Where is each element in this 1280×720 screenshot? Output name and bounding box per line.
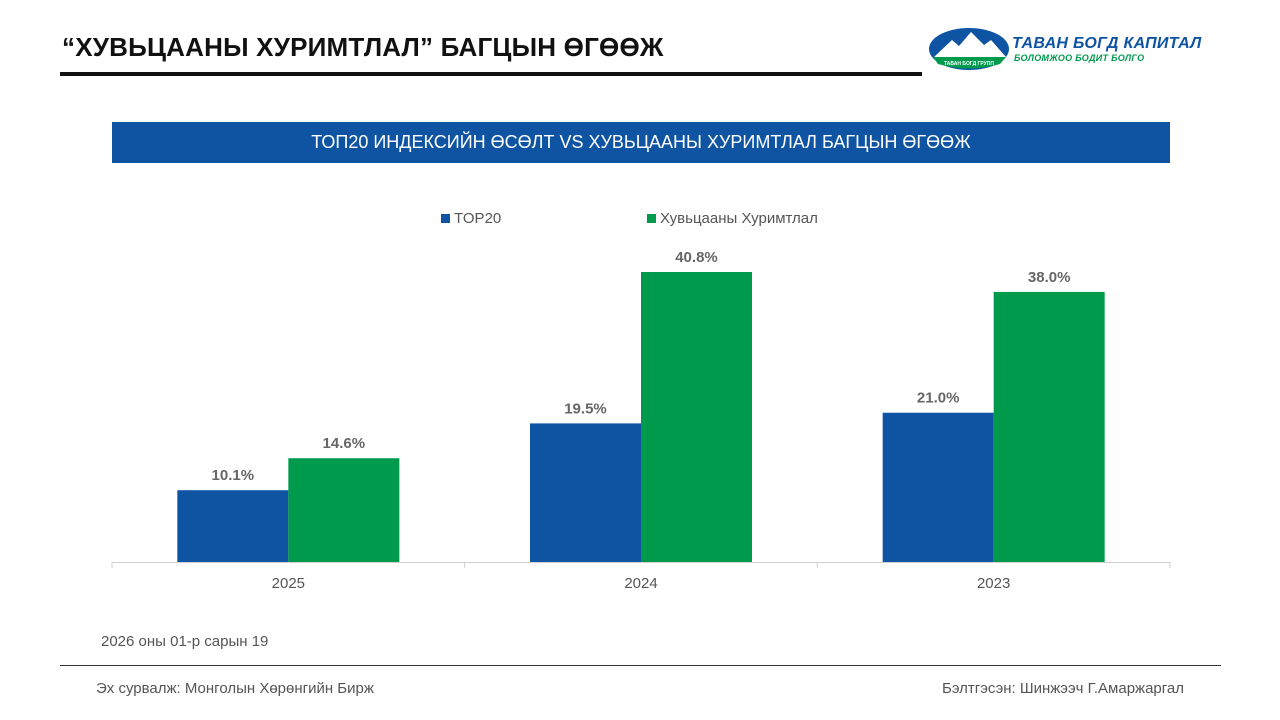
legend-item-top20: TOP20: [441, 210, 501, 227]
x-tick-label-2023: 2023: [977, 575, 1010, 592]
x-tick-label-2025: 2025: [272, 575, 305, 592]
bar-2024-portfolio: [641, 272, 752, 562]
report-date: 2026 оны 01-р сарын 19: [101, 633, 269, 650]
title-underline: [60, 72, 922, 76]
logo-tagline: БОЛОМЖОО БОДИТ БОЛГО: [1014, 53, 1145, 63]
page-title: “ХУВЬЦААНЫ ХУРИМТЛАЛ” БАГЦЫН ӨГӨӨЖ: [62, 32, 664, 62]
legend-swatch-top20: [441, 214, 450, 223]
data-label-2025-top20: 10.1%: [212, 467, 255, 484]
chart-title: ТОП20 ИНДЕКСИЙН ӨСӨЛТ VS ХУВЬЦААНЫ ХУРИМ…: [311, 132, 971, 152]
footer-divider: [60, 665, 1221, 666]
bar-chart: 10.1% 14.6% 2025 19.5% 40.8% 2024 21.0% 38.0% 20…: [111, 249, 1171, 592]
data-label-2025-portfolio: 14.6%: [323, 435, 366, 452]
bar-2023-top20: [882, 412, 994, 562]
mountain-logo-icon: ТАВАН БОГД ГРУПП: [929, 28, 1009, 70]
company-logo: ТАВАН БОГД ГРУПП ТАВАН БОГД КАПИТАЛ БОЛО…: [928, 26, 1218, 72]
footer-source: Эх сурвалж: Монголын Хөрөнгийн Бирж: [96, 680, 374, 697]
legend-swatch-portfolio: [647, 214, 656, 223]
bar-2024-top20: [530, 423, 641, 562]
data-label-2024-portfolio: 40.8%: [675, 249, 718, 266]
bar-2025-portfolio: [288, 458, 400, 562]
chart-legend: TOP20 Хувьцааны Хуримтлал: [0, 210, 1280, 230]
logo-name: ТАВАН БОГД КАПИТАЛ: [1012, 35, 1202, 52]
data-label-2023-portfolio: 38.0%: [1028, 269, 1071, 286]
x-tick-label-2024: 2024: [624, 575, 657, 592]
legend-label-top20: TOP20: [454, 210, 502, 227]
bar-2025-top20: [177, 490, 289, 562]
chart-title-banner: ТОП20 ИНДЕКСИЙН ӨСӨЛТ VS ХУВЬЦААНЫ ХУРИМ…: [112, 122, 1170, 163]
legend-item-portfolio: Хувьцааны Хуримтлал: [647, 210, 818, 227]
data-label-2023-top20: 21.0%: [917, 390, 960, 407]
bar-2023-portfolio: [993, 291, 1105, 562]
footer-author: Бэлтгэсэн: Шинжээч Г.Амаржаргал: [941, 680, 1184, 697]
legend-label-portfolio: Хувьцааны Хуримтлал: [660, 210, 818, 227]
logo-badge-text: ТАВАН БОГД ГРУПП: [944, 61, 994, 67]
data-label-2024-top20: 19.5%: [564, 400, 607, 417]
